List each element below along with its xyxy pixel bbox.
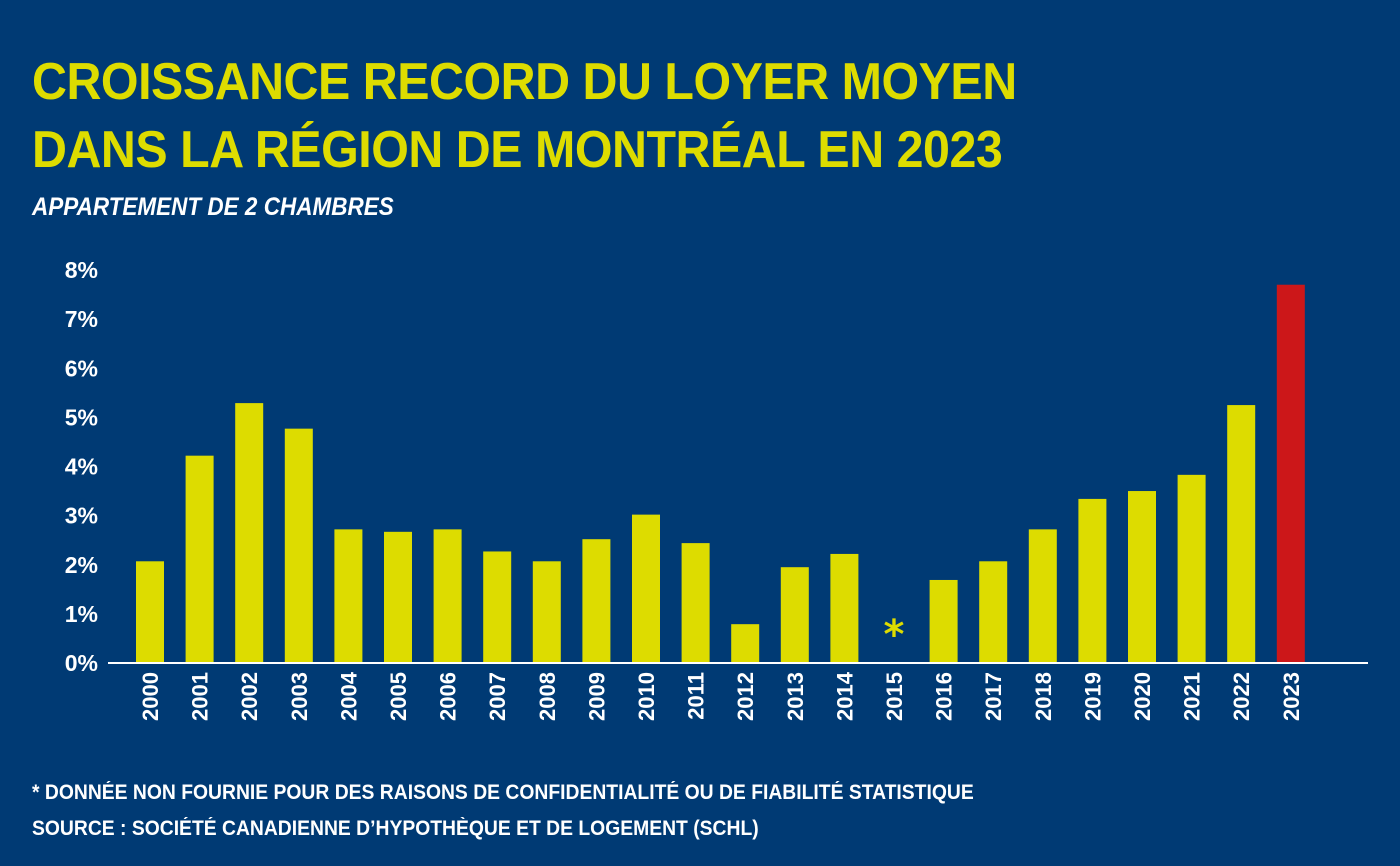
bar-2014 — [830, 553, 859, 662]
bar-2018 — [1028, 529, 1057, 662]
bar-2001 — [185, 455, 214, 662]
y-tick-label: 4% — [65, 454, 98, 480]
x-tick-label: 2009 — [584, 672, 609, 721]
x-tick-label: 2004 — [336, 671, 361, 721]
source-note: SOURCE : SOCIÉTÉ CANADIENNE D’HYPOTHÈQUE… — [32, 817, 759, 840]
x-tick-label: 2008 — [535, 672, 560, 721]
bar-2012 — [731, 624, 760, 662]
bar-2000 — [136, 561, 164, 662]
x-tick-label: 2000 — [138, 672, 163, 721]
chart-subtitle: APPARTEMENT DE 2 CHAMBRES — [32, 193, 394, 221]
x-tick-label: 2016 — [932, 672, 957, 721]
y-tick-label: 1% — [65, 601, 98, 627]
x-tick-label: 2014 — [832, 671, 857, 721]
y-tick-label: 8% — [65, 257, 98, 283]
bar-2023 — [1276, 284, 1305, 662]
bar-2009 — [582, 539, 611, 662]
bar-2013 — [780, 567, 809, 662]
chart-title: CROISSANCE RECORD DU LOYER MOYEN DANS LA… — [32, 48, 1017, 184]
x-tick-label: 2018 — [1031, 672, 1056, 721]
x-tick-label: 2022 — [1229, 672, 1254, 721]
bar-2017 — [979, 561, 1008, 662]
y-tick-label: 0% — [65, 650, 98, 676]
bar-2022 — [1227, 405, 1256, 662]
bar-2016 — [929, 579, 958, 662]
bar-2004 — [334, 529, 363, 662]
y-tick-label: 2% — [65, 552, 98, 578]
bar-2019 — [1078, 498, 1107, 662]
title-line-1: CROISSANCE RECORD DU LOYER MOYEN — [32, 53, 1017, 111]
y-tick-label: 6% — [65, 355, 98, 381]
x-tick-label: 2006 — [436, 672, 461, 721]
bar-2005 — [384, 531, 412, 662]
bar-2003 — [284, 428, 313, 662]
bar-chart: 0%1%2%3%4%5%6%7%8% * 2000 2001 2002 2003 200… — [65, 257, 1368, 721]
x-tick-label: 2001 — [188, 672, 213, 721]
x-axis: 2000 2001 2002 2003 2004 2005 2006 2007 2008 2009… — [138, 671, 1304, 721]
x-tick-label: 2010 — [634, 672, 659, 721]
title-line-2: DANS LA RÉGION DE MONTRÉAL EN 2023 — [32, 121, 1003, 179]
x-tick-label: 2023 — [1279, 672, 1304, 721]
bar-2002 — [235, 403, 264, 662]
x-tick-label: 2007 — [485, 672, 510, 721]
bar-2021 — [1177, 474, 1206, 662]
x-tick-label: 2020 — [1130, 672, 1155, 721]
bar-2007 — [483, 551, 512, 662]
y-tick-label: 3% — [65, 503, 98, 529]
x-tick-label: 2011 — [684, 672, 709, 720]
footnote: * DONNÉE NON FOURNIE POUR DES RAISONS DE… — [32, 781, 974, 804]
x-tick-label: 2003 — [287, 672, 312, 721]
x-tick-label: 2002 — [237, 672, 262, 721]
bar-2008 — [532, 561, 561, 662]
x-tick-label: 2015 — [882, 672, 907, 721]
bar-2010 — [632, 514, 660, 662]
x-tick-label: 2021 — [1180, 672, 1205, 721]
missing-data-asterisk: * — [884, 612, 905, 658]
bar-2006 — [433, 529, 462, 662]
x-tick-label: 2012 — [733, 672, 758, 721]
x-tick-label: 2017 — [981, 672, 1006, 721]
x-tick-label: 2005 — [386, 672, 411, 721]
y-tick-label: 7% — [65, 306, 98, 332]
bar-2011 — [681, 543, 710, 662]
x-tick-label: 2013 — [783, 672, 808, 721]
y-axis: 0% 1% 2% 3% 4% 5% 6% 7% 8% — [65, 257, 98, 676]
bar-2020 — [1128, 491, 1156, 662]
y-tick-label: 5% — [65, 404, 98, 430]
x-tick-label: 2019 — [1080, 672, 1105, 721]
bars: * — [136, 284, 1305, 662]
